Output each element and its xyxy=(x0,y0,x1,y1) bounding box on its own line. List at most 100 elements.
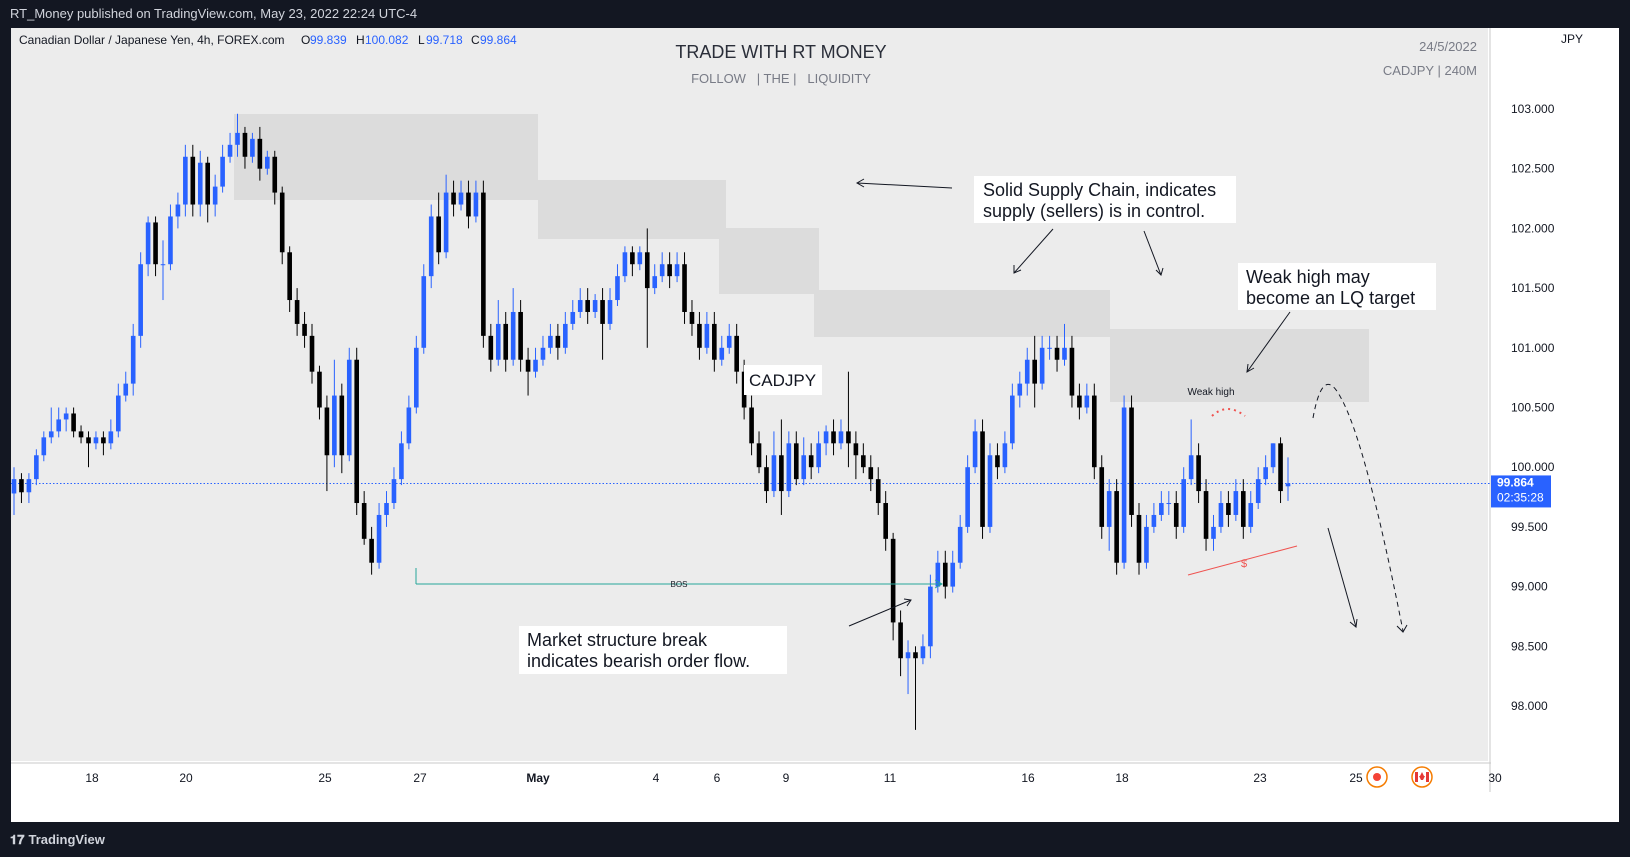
candle xyxy=(354,347,360,515)
candle-body xyxy=(928,586,933,647)
time-tick-2: 25 xyxy=(318,771,332,785)
time-tick-11: 23 xyxy=(1253,771,1267,785)
candle xyxy=(1017,371,1023,408)
candle-body xyxy=(764,467,769,492)
close-value: 99.864 xyxy=(480,33,517,47)
candle xyxy=(697,311,702,360)
candle-body xyxy=(212,186,218,205)
supply-zone-1 xyxy=(234,114,538,200)
liquidity-line xyxy=(1187,545,1298,576)
candle-body xyxy=(324,407,330,456)
price-tick-1: 102.500 xyxy=(1511,162,1555,176)
candle xyxy=(1039,335,1045,390)
candle xyxy=(682,252,687,324)
candle xyxy=(980,419,985,539)
candle-body xyxy=(1002,443,1008,468)
candle-body xyxy=(272,156,278,193)
candle-body xyxy=(644,252,650,289)
tradingview-logo[interactable]: 𝟏𝟕 TradingView xyxy=(10,823,105,857)
record-icon[interactable] xyxy=(1366,766,1388,788)
canada-flag-icon[interactable] xyxy=(1411,766,1433,788)
candle xyxy=(905,640,911,695)
candle-body xyxy=(555,335,561,348)
callout-supply: Solid Supply Chain, indicates supply (se… xyxy=(974,176,1236,223)
candle-body xyxy=(615,276,620,301)
watermark-title: TRADE WITH RT MONEY xyxy=(675,42,886,62)
candle xyxy=(361,491,367,545)
candle xyxy=(1114,479,1119,575)
candle xyxy=(324,395,330,492)
callout-supply-line2: supply (sellers) is in control. xyxy=(983,201,1205,221)
candle xyxy=(332,359,337,468)
candle-body xyxy=(987,455,993,527)
candle-body xyxy=(406,407,412,444)
candle-body xyxy=(1226,503,1231,515)
price-axis[interactable] xyxy=(1491,28,1619,761)
candle xyxy=(1084,383,1090,414)
candle-body xyxy=(942,562,948,587)
arrow-supply-down-right-head xyxy=(1155,267,1164,276)
candle-body xyxy=(93,437,99,444)
candle xyxy=(548,323,553,354)
candle xyxy=(421,264,427,354)
candle-body xyxy=(1233,491,1239,515)
candle-body xyxy=(361,503,367,539)
candle-body xyxy=(160,264,166,266)
candle-body xyxy=(808,455,814,468)
candle xyxy=(1211,514,1216,551)
projection-dashed-head xyxy=(1396,624,1408,633)
candle xyxy=(56,407,62,438)
candle xyxy=(458,180,464,211)
arrow-ms-break xyxy=(848,599,912,627)
candle-body xyxy=(473,192,479,217)
candle xyxy=(1077,383,1082,420)
candle xyxy=(272,150,278,205)
candle-body xyxy=(771,455,777,492)
candle-body xyxy=(78,431,84,438)
candle-body xyxy=(1270,443,1276,468)
candle-body xyxy=(801,455,807,480)
candle xyxy=(689,300,695,336)
candle xyxy=(145,216,151,277)
candle xyxy=(726,323,732,354)
callout-ms-break-line1: Market structure break xyxy=(527,630,708,650)
arrow-supply-left xyxy=(856,182,953,189)
candle xyxy=(592,294,598,318)
candle xyxy=(153,216,158,277)
candle xyxy=(838,419,844,450)
candle xyxy=(302,311,307,348)
candle-body xyxy=(786,443,792,492)
chart-canvas[interactable]: Canadian Dollar / Japanese Yen, 4h, FORE… xyxy=(11,28,1619,822)
canada-flag-right xyxy=(1426,772,1429,782)
high-label: H xyxy=(356,33,365,47)
bos-label: BOS xyxy=(671,580,688,589)
candle-body xyxy=(1278,443,1283,492)
supply-zone-3 xyxy=(719,228,819,294)
candle xyxy=(503,311,509,372)
candle-body xyxy=(220,156,225,187)
candle-body xyxy=(756,443,762,468)
callout-ms-break-box xyxy=(519,626,787,674)
candle xyxy=(451,180,456,217)
candle xyxy=(615,264,620,307)
candle-body xyxy=(913,652,918,659)
candle-body xyxy=(339,395,345,456)
candle xyxy=(712,311,717,372)
close-label: C xyxy=(471,33,480,47)
candle xyxy=(160,240,166,301)
symbol-title[interactable]: Canadian Dollar / Japanese Yen, 4h, FORE… xyxy=(19,33,285,47)
time-axis[interactable] xyxy=(11,764,1488,792)
candle-body xyxy=(853,443,859,456)
weak-high-label: Weak high xyxy=(1187,387,1234,398)
candle-body xyxy=(965,467,970,527)
callout-pair-box xyxy=(744,365,822,395)
candle xyxy=(600,288,605,360)
candle-body xyxy=(890,538,896,623)
candle-body xyxy=(1203,491,1209,539)
liquidity-dollar: $ xyxy=(1241,558,1247,570)
candle-body xyxy=(622,252,628,277)
candle-body xyxy=(309,335,315,372)
candle-body xyxy=(458,192,464,205)
candle-body xyxy=(436,216,441,253)
candle-body xyxy=(115,395,121,432)
